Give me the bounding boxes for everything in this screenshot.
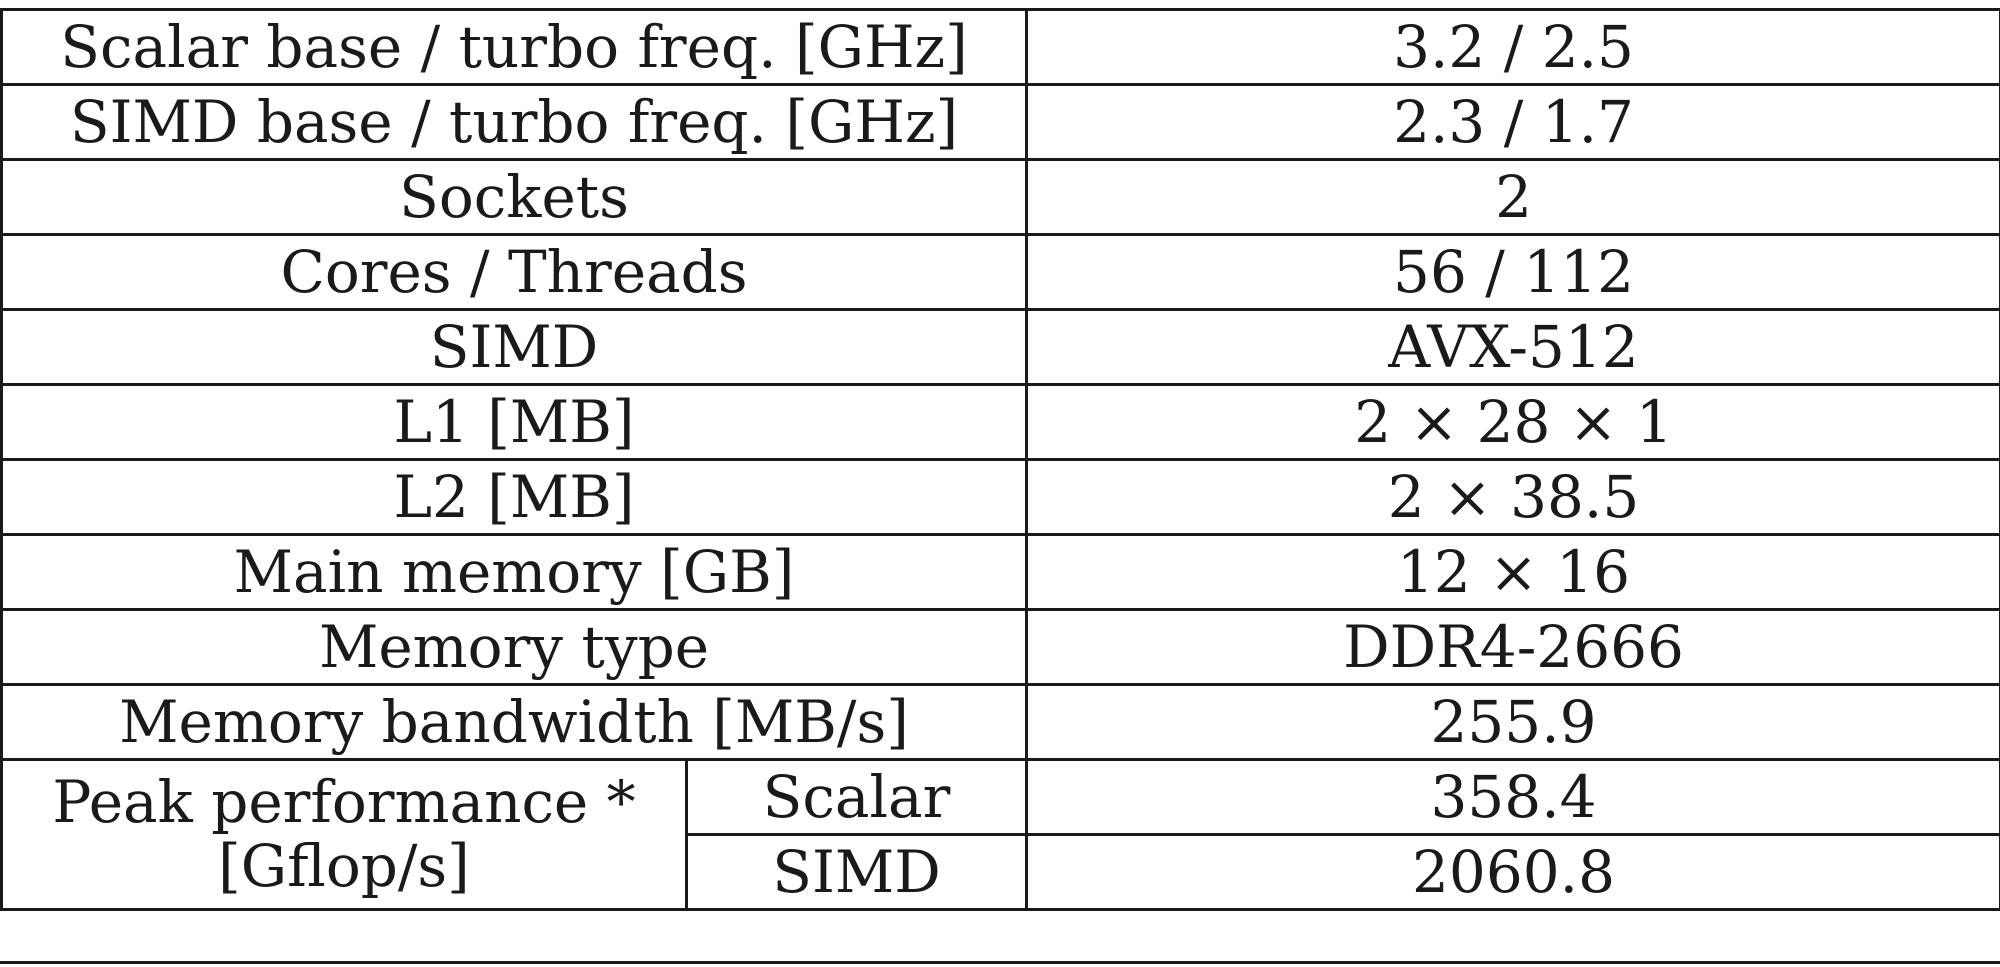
peak-label-line1: Peak performance * [52,767,636,836]
row-label: Cores / Threads [0,233,1029,311]
table-row: Cores / Threads 56 / 112 [0,233,2000,311]
row-label: Sockets [0,158,1029,236]
row-label: Main memory [GB] [0,533,1029,611]
peak-scalar-value: 358.4 [1025,758,2000,836]
row-label: Memory type [0,608,1029,686]
table-row: L1 [MB] 2 × 28 × 1 [0,383,2000,461]
row-label: L1 [MB] [0,383,1029,461]
table-row: SIMD AVX-512 [0,308,2000,386]
table-row-peak-scalar: Peak performance * [Gflop/s] Scalar 358.… [0,758,2000,911]
row-label: SIMD [0,308,1029,386]
hardware-spec-table: Scalar base / turbo freq. [GHz] 3.2 / 2.… [0,8,2000,911]
peak-simd-label: SIMD [684,833,1029,911]
row-value: 56 / 112 [1025,233,2000,311]
table-row: L2 [MB] 2 × 38.5 [0,458,2000,536]
table-row: Memory type DDR4-2666 [0,608,2000,686]
row-label: SIMD base / turbo freq. [GHz] [0,83,1029,161]
row-label: Scalar base / turbo freq. [GHz] [0,8,1029,86]
table-row: Memory bandwidth [MB/s] 255.9 [0,683,2000,761]
row-value: 2 × 38.5 [1025,458,2000,536]
table-row-peak-simd: SIMD 2060.8 [2,833,2000,911]
peak-scalar-label: Scalar [684,758,1029,836]
table-row: Main memory [GB] 12 × 16 [0,533,2000,611]
bottom-rule [0,961,2000,964]
row-value: 2 [1025,158,2000,236]
peak-simd-value: 2060.8 [1025,833,2000,911]
table-row: Sockets 2 [0,158,2000,236]
row-value: 255.9 [1025,683,2000,761]
row-value: DDR4-2666 [1025,608,2000,686]
row-value: 2 × 28 × 1 [1025,383,2000,461]
row-value: 3.2 / 2.5 [1025,8,2000,86]
row-value: 12 × 16 [1025,533,2000,611]
peak-label-line2: [Gflop/s] [218,831,470,900]
row-label: L2 [MB] [0,458,1029,536]
table-row: Scalar base / turbo freq. [GHz] 3.2 / 2.… [0,8,2000,86]
peak-performance-label: Peak performance * [Gflop/s] [0,758,688,911]
row-value: AVX-512 [1025,308,2000,386]
row-label: Memory bandwidth [MB/s] [0,683,1029,761]
table-row: SIMD base / turbo freq. [GHz] 2.3 / 1.7 [0,83,2000,161]
row-value: 2.3 / 1.7 [1025,83,2000,161]
